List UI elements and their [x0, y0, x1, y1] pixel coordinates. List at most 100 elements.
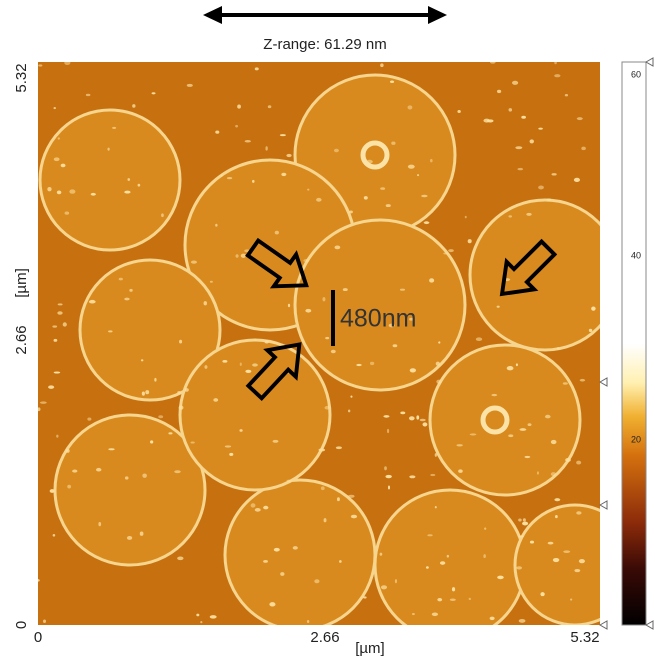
speckle [438, 341, 441, 344]
speckle [550, 439, 557, 445]
speckle [286, 153, 292, 158]
speckle [486, 119, 494, 123]
speckle [239, 429, 243, 432]
speckle [508, 108, 513, 112]
speckle [347, 494, 355, 498]
speckle [203, 301, 208, 306]
speckle [336, 497, 340, 502]
speckle [419, 418, 426, 422]
speckle [177, 391, 182, 394]
speckle [573, 177, 580, 183]
speckle [158, 415, 164, 419]
speckle [380, 585, 388, 590]
speckle [226, 177, 233, 180]
speckle [57, 303, 63, 306]
speckle [67, 484, 72, 489]
speckle [151, 92, 156, 95]
speckle [547, 541, 554, 545]
speckle [380, 63, 384, 68]
speckle [417, 174, 420, 177]
speckle [190, 441, 195, 444]
speckle [200, 620, 203, 624]
speckle [244, 139, 251, 143]
speckle [43, 619, 47, 624]
speckle [386, 428, 390, 434]
speckle [161, 213, 164, 218]
speckle [369, 361, 375, 366]
speckle [325, 336, 330, 340]
speckle [467, 239, 472, 244]
speckle [554, 74, 561, 78]
speckle [53, 338, 58, 342]
speckle [388, 323, 395, 328]
speckle [126, 535, 133, 540]
speckle [562, 382, 568, 385]
speckle [213, 398, 219, 402]
speckle [314, 579, 320, 584]
speckle [140, 359, 144, 362]
speckle [150, 440, 154, 444]
colorbar-markers [598, 57, 654, 630]
speckle [579, 378, 586, 382]
speckle [108, 448, 115, 451]
speckle [496, 89, 502, 94]
speckle [124, 297, 130, 301]
speckle [407, 105, 413, 110]
speckle [168, 432, 173, 435]
speckle [518, 535, 524, 538]
speckle [38, 579, 40, 582]
speckle [141, 391, 145, 396]
speckle [529, 139, 534, 144]
speckle [407, 164, 415, 169]
speckle [87, 417, 92, 421]
speckle [448, 249, 454, 253]
speckle [184, 388, 189, 392]
speckle [439, 561, 446, 565]
speckle [320, 486, 325, 491]
speckle [64, 62, 71, 65]
speckle [389, 80, 395, 83]
speckle [468, 597, 472, 601]
speckle [489, 616, 495, 621]
speckle [437, 597, 443, 602]
speckle [215, 130, 220, 134]
speckle [224, 445, 232, 448]
speckle [252, 363, 258, 367]
arrows [245, 237, 558, 401]
speckle [527, 423, 532, 427]
speckle [536, 471, 539, 475]
speckle [186, 83, 193, 87]
annotation: 480nm [340, 305, 416, 333]
x-tick-label: 5.32 [570, 629, 599, 646]
speckle [491, 393, 498, 397]
speckle [409, 317, 414, 321]
speckle [53, 157, 60, 162]
speckle [446, 554, 449, 558]
speckle [98, 522, 102, 527]
speckle [564, 94, 569, 97]
speckle [272, 439, 279, 443]
x-tick-label: 0 [34, 629, 42, 646]
speckle [273, 547, 280, 552]
speckle [508, 434, 514, 438]
speckle [443, 252, 450, 255]
speckle [96, 467, 102, 472]
speckle [400, 411, 406, 415]
speckle [263, 559, 268, 563]
y-tick-label: 0 [13, 621, 30, 629]
speckle [52, 534, 56, 537]
speckle [516, 566, 522, 570]
speckle [385, 204, 391, 208]
speckle [458, 469, 463, 473]
speckle [475, 337, 483, 342]
speckle [47, 186, 52, 192]
speckle [287, 303, 291, 308]
speckle [449, 598, 456, 602]
scale-arrow [203, 6, 447, 24]
speckle [239, 362, 242, 366]
speckle [38, 407, 41, 412]
speckle [303, 259, 310, 263]
speckle [496, 305, 500, 308]
speckle [385, 474, 392, 479]
speckle [384, 466, 387, 471]
